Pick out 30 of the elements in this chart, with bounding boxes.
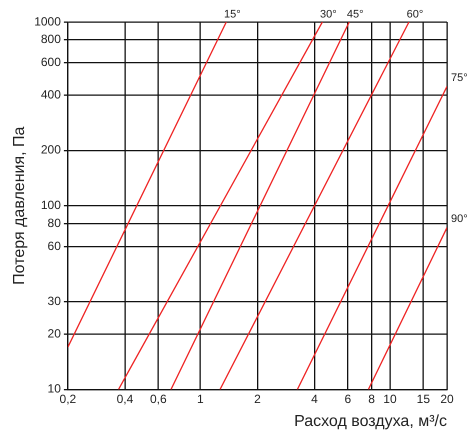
y-tick-label: 80 [48, 216, 62, 230]
y-tick-label: 10 [48, 382, 62, 396]
x-tick-label: 6 [344, 392, 352, 406]
series-label: 75° [451, 72, 468, 84]
x-tick-label: 4 [311, 392, 318, 406]
x-tick-label: 0,2 [60, 392, 77, 406]
y-tick-label: 800 [40, 32, 62, 46]
y-tick-label: 600 [40, 55, 62, 70]
y-tick-label: 100 [40, 198, 62, 212]
series-label: 15° [224, 8, 241, 21]
y-tick-label: 1000 [34, 14, 62, 28]
series-label: 30° [320, 8, 337, 21]
y-axis-title: Потеря давления, Па [11, 126, 28, 285]
y-tick-label: 400 [40, 87, 62, 102]
y-tick-label: 200 [40, 142, 62, 157]
x-tick-label: 8 [368, 392, 376, 406]
series-label: 90° [451, 213, 468, 226]
x-tick-label: 10 [383, 392, 397, 406]
y-tick-label: 30 [48, 294, 62, 308]
x-tick-label: 2 [254, 392, 262, 406]
y-tick-label: 20 [48, 326, 62, 340]
series-label: 45° [346, 8, 364, 21]
x-axis-title: Расход воздуха, м³/с [294, 412, 447, 430]
series-label: 60° [406, 8, 424, 21]
x-tick-label: 0,6 [150, 392, 167, 406]
x-tick-label: 1 [197, 392, 204, 406]
x-tick-label: 20 [440, 392, 454, 406]
y-tick-label: 60 [48, 238, 62, 253]
x-tick-label: 0,4 [116, 392, 134, 406]
x-tick-label: 15 [416, 392, 430, 406]
